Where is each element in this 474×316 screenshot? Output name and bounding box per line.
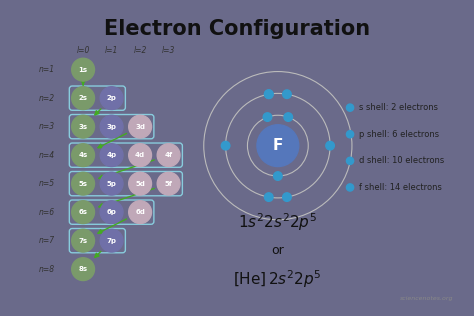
- Text: 4f: 4f: [164, 152, 173, 158]
- Text: 5s: 5s: [79, 181, 88, 187]
- Circle shape: [72, 172, 94, 195]
- Text: 2p: 2p: [107, 95, 117, 101]
- Text: 3d: 3d: [135, 124, 145, 130]
- Circle shape: [100, 172, 123, 195]
- Text: n=8: n=8: [38, 265, 55, 274]
- Text: 2s: 2s: [79, 95, 88, 101]
- Text: 5f: 5f: [164, 181, 173, 187]
- Text: 6p: 6p: [107, 209, 117, 215]
- Circle shape: [72, 115, 94, 138]
- Circle shape: [273, 172, 282, 180]
- Circle shape: [257, 125, 299, 167]
- Circle shape: [100, 229, 123, 252]
- Circle shape: [346, 184, 354, 191]
- Circle shape: [72, 144, 94, 167]
- Text: 4d: 4d: [135, 152, 145, 158]
- Text: l=3: l=3: [162, 46, 175, 55]
- Text: $1s^{2}2s^{2}2p^{5}$: $1s^{2}2s^{2}2p^{5}$: [238, 211, 318, 233]
- Circle shape: [100, 144, 123, 167]
- Text: 6d: 6d: [135, 209, 145, 215]
- Text: 4s: 4s: [79, 152, 88, 158]
- Text: n=4: n=4: [38, 151, 55, 160]
- Text: or: or: [272, 244, 284, 257]
- Circle shape: [346, 157, 354, 164]
- Text: n=3: n=3: [38, 122, 55, 131]
- Text: 8s: 8s: [79, 266, 88, 272]
- Circle shape: [157, 172, 180, 195]
- Text: sciencenotes.org: sciencenotes.org: [400, 295, 454, 301]
- Text: n=5: n=5: [38, 179, 55, 188]
- Text: F: F: [273, 138, 283, 153]
- Circle shape: [283, 90, 291, 99]
- Text: 1s: 1s: [79, 67, 88, 73]
- Text: 3p: 3p: [107, 124, 117, 130]
- Text: 7p: 7p: [107, 238, 117, 244]
- Circle shape: [346, 104, 354, 111]
- Circle shape: [72, 229, 94, 252]
- Circle shape: [72, 58, 94, 81]
- Text: 5d: 5d: [135, 181, 145, 187]
- Text: n=6: n=6: [38, 208, 55, 217]
- Circle shape: [284, 113, 292, 121]
- Text: l=0: l=0: [76, 46, 90, 55]
- Circle shape: [346, 131, 354, 138]
- Circle shape: [129, 172, 152, 195]
- Text: n=7: n=7: [38, 236, 55, 245]
- Text: d shell: 10 electrons: d shell: 10 electrons: [359, 156, 444, 165]
- Text: p shell: 6 electrons: p shell: 6 electrons: [359, 130, 439, 139]
- Text: 3s: 3s: [79, 124, 88, 130]
- Circle shape: [129, 115, 152, 138]
- Circle shape: [264, 90, 273, 99]
- Circle shape: [129, 201, 152, 223]
- Circle shape: [221, 141, 230, 150]
- Circle shape: [72, 258, 94, 281]
- Circle shape: [72, 201, 94, 223]
- Text: 7s: 7s: [79, 238, 88, 244]
- Text: 4p: 4p: [107, 152, 117, 158]
- Text: 6s: 6s: [79, 209, 88, 215]
- Circle shape: [264, 90, 273, 99]
- Text: Electron Configuration: Electron Configuration: [104, 19, 370, 39]
- Circle shape: [326, 141, 334, 150]
- Text: n=1: n=1: [38, 65, 55, 74]
- Circle shape: [100, 87, 123, 110]
- Circle shape: [263, 113, 272, 121]
- Circle shape: [72, 87, 94, 110]
- Text: n=2: n=2: [38, 94, 55, 103]
- Circle shape: [157, 144, 180, 167]
- Text: 5p: 5p: [107, 181, 117, 187]
- Circle shape: [129, 144, 152, 167]
- Text: s shell: 2 electrons: s shell: 2 electrons: [359, 103, 438, 112]
- Circle shape: [264, 193, 273, 201]
- Circle shape: [100, 201, 123, 223]
- Text: l=1: l=1: [105, 46, 118, 55]
- Circle shape: [100, 115, 123, 138]
- Circle shape: [283, 193, 291, 201]
- Text: l=2: l=2: [133, 46, 147, 55]
- Text: $[\mathrm{He}]\, 2s^{2}2p^{5}$: $[\mathrm{He}]\, 2s^{2}2p^{5}$: [234, 268, 322, 289]
- Text: f shell: 14 electrons: f shell: 14 electrons: [359, 183, 441, 192]
